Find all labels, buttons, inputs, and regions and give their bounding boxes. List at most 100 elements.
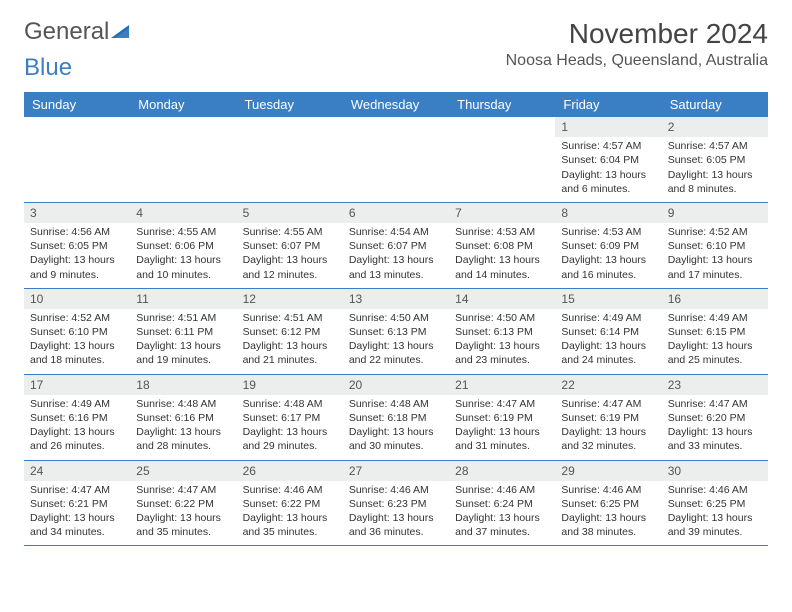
day-text: Sunrise: 4:52 AMSunset: 6:10 PMDaylight:… [662, 225, 768, 282]
day-number: 23 [662, 375, 768, 395]
sunset-text: Sunset: 6:15 PM [668, 325, 762, 339]
sunset-text: Sunset: 6:08 PM [455, 239, 549, 253]
day-text: Sunrise: 4:50 AMSunset: 6:13 PMDaylight:… [343, 311, 449, 368]
day-text: Sunrise: 4:55 AMSunset: 6:07 PMDaylight:… [237, 225, 343, 282]
day-text: Sunrise: 4:47 AMSunset: 6:20 PMDaylight:… [662, 397, 768, 454]
day-text: Sunrise: 4:48 AMSunset: 6:16 PMDaylight:… [130, 397, 236, 454]
sunrise-text: Sunrise: 4:48 AM [349, 397, 443, 411]
sunset-text: Sunset: 6:16 PM [30, 411, 124, 425]
sunset-text: Sunset: 6:17 PM [243, 411, 337, 425]
daylight-text: Daylight: 13 hours and 21 minutes. [243, 339, 337, 367]
day-cell: 28Sunrise: 4:46 AMSunset: 6:24 PMDayligh… [449, 461, 555, 546]
day-text: Sunrise: 4:54 AMSunset: 6:07 PMDaylight:… [343, 225, 449, 282]
day-cell [343, 117, 449, 202]
sunrise-text: Sunrise: 4:51 AM [243, 311, 337, 325]
day-number: 20 [343, 375, 449, 395]
title-block: November 2024 Noosa Heads, Queensland, A… [506, 18, 768, 70]
day-number: 26 [237, 461, 343, 481]
sunset-text: Sunset: 6:25 PM [668, 497, 762, 511]
day-cell: 27Sunrise: 4:46 AMSunset: 6:23 PMDayligh… [343, 461, 449, 546]
day-number: 1 [555, 117, 661, 137]
day-number: 10 [24, 289, 130, 309]
daylight-text: Daylight: 13 hours and 19 minutes. [136, 339, 230, 367]
day-number: 8 [555, 203, 661, 223]
day-cell: 7Sunrise: 4:53 AMSunset: 6:08 PMDaylight… [449, 203, 555, 288]
sunrise-text: Sunrise: 4:57 AM [668, 139, 762, 153]
sunset-text: Sunset: 6:20 PM [668, 411, 762, 425]
day-cell: 5Sunrise: 4:55 AMSunset: 6:07 PMDaylight… [237, 203, 343, 288]
sunrise-text: Sunrise: 4:52 AM [30, 311, 124, 325]
sunrise-text: Sunrise: 4:55 AM [243, 225, 337, 239]
daylight-text: Daylight: 13 hours and 10 minutes. [136, 253, 230, 281]
day-text: Sunrise: 4:52 AMSunset: 6:10 PMDaylight:… [24, 311, 130, 368]
day-cell: 15Sunrise: 4:49 AMSunset: 6:14 PMDayligh… [555, 289, 661, 374]
day-number: 14 [449, 289, 555, 309]
sunrise-text: Sunrise: 4:57 AM [561, 139, 655, 153]
sunset-text: Sunset: 6:25 PM [561, 497, 655, 511]
day-text: Sunrise: 4:46 AMSunset: 6:22 PMDaylight:… [237, 483, 343, 540]
day-cell: 4Sunrise: 4:55 AMSunset: 6:06 PMDaylight… [130, 203, 236, 288]
daylight-text: Daylight: 13 hours and 35 minutes. [243, 511, 337, 539]
sunrise-text: Sunrise: 4:56 AM [30, 225, 124, 239]
day-cell: 16Sunrise: 4:49 AMSunset: 6:15 PMDayligh… [662, 289, 768, 374]
day-text: Sunrise: 4:47 AMSunset: 6:19 PMDaylight:… [449, 397, 555, 454]
sunrise-text: Sunrise: 4:48 AM [243, 397, 337, 411]
daylight-text: Daylight: 13 hours and 13 minutes. [349, 253, 443, 281]
sunset-text: Sunset: 6:13 PM [349, 325, 443, 339]
day-cell: 10Sunrise: 4:52 AMSunset: 6:10 PMDayligh… [24, 289, 130, 374]
day-text: Sunrise: 4:47 AMSunset: 6:19 PMDaylight:… [555, 397, 661, 454]
sunset-text: Sunset: 6:04 PM [561, 153, 655, 167]
day-number: 17 [24, 375, 130, 395]
dayname-wed: Wednesday [343, 92, 449, 117]
day-cell: 6Sunrise: 4:54 AMSunset: 6:07 PMDaylight… [343, 203, 449, 288]
day-number: 22 [555, 375, 661, 395]
week-row: 10Sunrise: 4:52 AMSunset: 6:10 PMDayligh… [24, 289, 768, 375]
day-number: 5 [237, 203, 343, 223]
day-text: Sunrise: 4:56 AMSunset: 6:05 PMDaylight:… [24, 225, 130, 282]
day-cell: 1 Sunrise: 4:57 AMSunset: 6:04 PMDaylight… [555, 117, 661, 202]
sunset-text: Sunset: 6:13 PM [455, 325, 549, 339]
day-cell: 9Sunrise: 4:52 AMSunset: 6:10 PMDaylight… [662, 203, 768, 288]
sunset-text: Sunset: 6:05 PM [668, 153, 762, 167]
day-number: 21 [449, 375, 555, 395]
day-number: 18 [130, 375, 236, 395]
sunrise-text: Sunrise: 4:46 AM [668, 483, 762, 497]
logo-word-2: Blue [24, 54, 72, 82]
day-header-row: Sunday Monday Tuesday Wednesday Thursday… [24, 92, 768, 117]
day-cell: 25Sunrise: 4:47 AMSunset: 6:22 PMDayligh… [130, 461, 236, 546]
day-number: 12 [237, 289, 343, 309]
sunset-text: Sunset: 6:10 PM [668, 239, 762, 253]
daylight-text: Daylight: 13 hours and 6 minutes. [561, 168, 655, 196]
day-number: 15 [555, 289, 661, 309]
day-cell: 17Sunrise: 4:49 AMSunset: 6:16 PMDayligh… [24, 375, 130, 460]
daylight-text: Daylight: 13 hours and 33 minutes. [668, 425, 762, 453]
dayname-fri: Friday [555, 92, 661, 117]
sunrise-text: Sunrise: 4:53 AM [561, 225, 655, 239]
sunrise-text: Sunrise: 4:49 AM [668, 311, 762, 325]
daylight-text: Daylight: 13 hours and 23 minutes. [455, 339, 549, 367]
day-number: 25 [130, 461, 236, 481]
sunset-text: Sunset: 6:19 PM [561, 411, 655, 425]
day-cell: 18Sunrise: 4:48 AMSunset: 6:16 PMDayligh… [130, 375, 236, 460]
sunset-text: Sunset: 6:11 PM [136, 325, 230, 339]
day-cell: 12 Sunrise: 4:51 AMSunset: 6:12 PMDayligh… [237, 289, 343, 374]
sunset-text: Sunset: 6:21 PM [30, 497, 124, 511]
week-row: 1Sunrise: 4:57 AMSunset: 6:04 PMDaylight… [24, 117, 768, 203]
logo-word-1: General [24, 18, 109, 46]
day-cell: 30Sunrise: 4:46 AMSunset: 6:25 PMDayligh… [662, 461, 768, 546]
day-cell: 29Sunrise: 4:46 AMSunset: 6:25 PMDayligh… [555, 461, 661, 546]
day-cell [237, 117, 343, 202]
daylight-text: Daylight: 13 hours and 24 minutes. [561, 339, 655, 367]
month-title: November 2024 [506, 18, 768, 50]
sunset-text: Sunset: 6:05 PM [30, 239, 124, 253]
logo-triangle-icon [111, 18, 133, 46]
daylight-text: Daylight: 13 hours and 39 minutes. [668, 511, 762, 539]
daylight-text: Daylight: 13 hours and 31 minutes. [455, 425, 549, 453]
weeks-container: 1Sunrise: 4:57 AMSunset: 6:04 PMDaylight… [24, 117, 768, 546]
sunset-text: Sunset: 6:12 PM [243, 325, 337, 339]
week-row: 3Sunrise: 4:56 AMSunset: 6:05 PMDaylight… [24, 203, 768, 289]
sunset-text: Sunset: 6:16 PM [136, 411, 230, 425]
day-cell [24, 117, 130, 202]
day-number: 4 [130, 203, 236, 223]
daylight-text: Daylight: 13 hours and 28 minutes. [136, 425, 230, 453]
